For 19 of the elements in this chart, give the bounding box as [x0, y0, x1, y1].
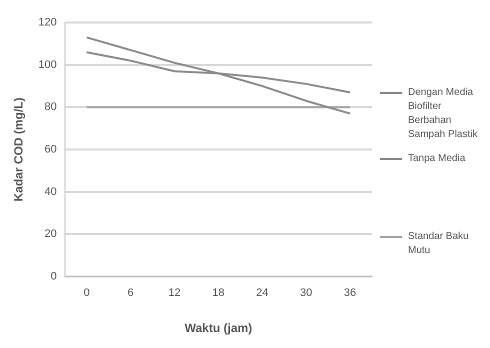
x-tick-label: 6: [128, 287, 134, 300]
y-tick-label: 0: [50, 270, 57, 282]
x-axis-title: Waktu (jam): [184, 321, 252, 336]
y-axis-title: Kadar COD (mg/L): [12, 97, 26, 202]
x-tick-label: 24: [256, 287, 268, 300]
x-tick-label: 18: [212, 287, 224, 300]
y-tick-label: 40: [44, 186, 57, 198]
legend-label: Standar Baku Mutu: [408, 230, 470, 258]
x-tick-label: 36: [344, 287, 356, 300]
y-tick-label: 100: [38, 58, 57, 71]
y-tick-label: 80: [44, 101, 57, 114]
x-tick-label: 12: [168, 287, 181, 300]
legend-label: Tanpa Media: [408, 152, 466, 166]
x-tick-label: 0: [84, 287, 90, 300]
legend-label: Dengan Media Biofilter Berbahan Sampah Plastik: [408, 86, 478, 142]
y-tick-label: 120: [38, 16, 57, 29]
y-tick-label: 20: [44, 228, 57, 240]
x-tick-label: 30: [300, 287, 312, 300]
y-tick-label: 60: [44, 144, 57, 156]
